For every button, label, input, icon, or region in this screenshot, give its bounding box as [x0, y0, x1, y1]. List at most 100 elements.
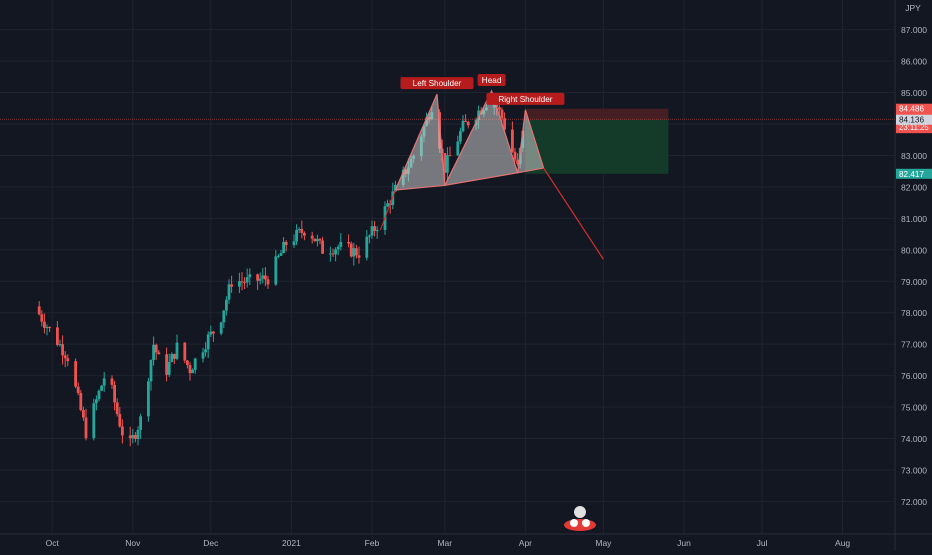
candle: [277, 254, 280, 259]
x-tick-label: Dec: [203, 538, 219, 548]
candle: [266, 275, 270, 289]
candle: [139, 413, 142, 439]
y-tick-label: 81.000: [901, 214, 927, 224]
candle: [347, 234, 350, 248]
x-tick-label: Aug: [835, 538, 850, 548]
candle: [448, 146, 452, 157]
candle: [82, 406, 85, 421]
x-tick-label: Oct: [46, 538, 60, 548]
y-tick-label: 79.000: [901, 277, 927, 287]
svg-text:82.417: 82.417: [899, 170, 924, 179]
candle: [61, 335, 64, 365]
x-tick-label: 2021: [282, 538, 301, 548]
candle: [516, 153, 519, 166]
x-tick-label: Apr: [519, 538, 532, 548]
candle: [186, 359, 189, 369]
candle: [245, 268, 249, 288]
candle: [318, 238, 322, 245]
candle: [43, 313, 46, 334]
price-label-entry: 84.136: [896, 114, 932, 125]
candle: [264, 267, 267, 287]
candle: [243, 277, 246, 290]
candle: [212, 330, 215, 342]
candle: [154, 343, 158, 360]
candle: [40, 310, 44, 327]
logo-left-eye-icon: [570, 519, 578, 527]
candle: [134, 431, 137, 443]
candle: [191, 368, 194, 374]
candle: [313, 238, 317, 242]
y-tick-label: 86.000: [901, 57, 927, 67]
candle: [461, 115, 465, 133]
candle: [349, 241, 353, 258]
candle: [95, 395, 98, 411]
candle: [45, 324, 49, 336]
candle: [300, 220, 304, 239]
svg-text:84.486: 84.486: [899, 105, 924, 114]
svg-text:Left Shoulder: Left Shoulder: [413, 79, 462, 88]
candle: [173, 353, 176, 364]
candle: [37, 301, 41, 316]
logo-base-icon: [564, 519, 596, 531]
candle: [511, 121, 514, 153]
candle: [334, 247, 337, 262]
x-tick-label: Mar: [437, 538, 452, 548]
candle: [446, 147, 449, 180]
candle: [464, 114, 467, 123]
candle: [279, 250, 283, 257]
candle: [74, 358, 77, 389]
candle: [303, 231, 306, 241]
candle: [110, 375, 114, 390]
candle: [456, 135, 460, 156]
candle: [256, 273, 259, 290]
candle: [113, 380, 116, 411]
candle: [136, 426, 140, 446]
candle: [258, 272, 262, 285]
candle: [118, 407, 122, 428]
candle: [365, 230, 369, 261]
y-tick-label: 80.000: [901, 245, 927, 255]
candle: [316, 234, 319, 247]
candle: [386, 199, 389, 208]
projection-line: [543, 167, 604, 260]
chart-logo: [564, 506, 596, 531]
candle: [230, 275, 233, 293]
candle: [56, 321, 59, 347]
x-tick-label: Nov: [125, 538, 141, 548]
logo-right-eye-icon: [582, 519, 590, 527]
candle: [128, 426, 132, 447]
candle: [147, 377, 150, 422]
y-tick-label: 73.000: [901, 465, 927, 475]
candle: [84, 408, 88, 441]
svg-text:Right Shoulder: Right Shoulder: [498, 95, 552, 104]
y-tick-label: 76.000: [901, 371, 927, 381]
candle: [282, 237, 285, 254]
y-tick-label: 82.000: [901, 182, 927, 192]
candle: [373, 220, 376, 237]
candle: [222, 310, 226, 329]
candle: [375, 226, 379, 239]
candle: [466, 120, 470, 129]
pattern-entry-line: [379, 189, 396, 231]
candle: [115, 398, 119, 417]
candle: [79, 389, 83, 412]
candle: [336, 244, 340, 256]
candles: [37, 97, 525, 447]
x-tick-label: Jun: [677, 538, 691, 548]
candle: [76, 382, 80, 396]
candle: [295, 224, 298, 246]
left-shoulder-triangle: [394, 93, 446, 191]
price-label-stop: 84.486: [896, 103, 932, 114]
candle: [284, 240, 288, 252]
head-and-shoulders-pattern: Left Shoulder Head Right Shoulder: [379, 73, 604, 260]
candle: [238, 272, 241, 294]
stop-loss-zone: [525, 108, 669, 120]
candle: [219, 321, 223, 336]
candle: [193, 357, 197, 374]
candle: [58, 339, 62, 347]
pattern-label: Head: [477, 73, 506, 86]
candle: [261, 268, 265, 284]
